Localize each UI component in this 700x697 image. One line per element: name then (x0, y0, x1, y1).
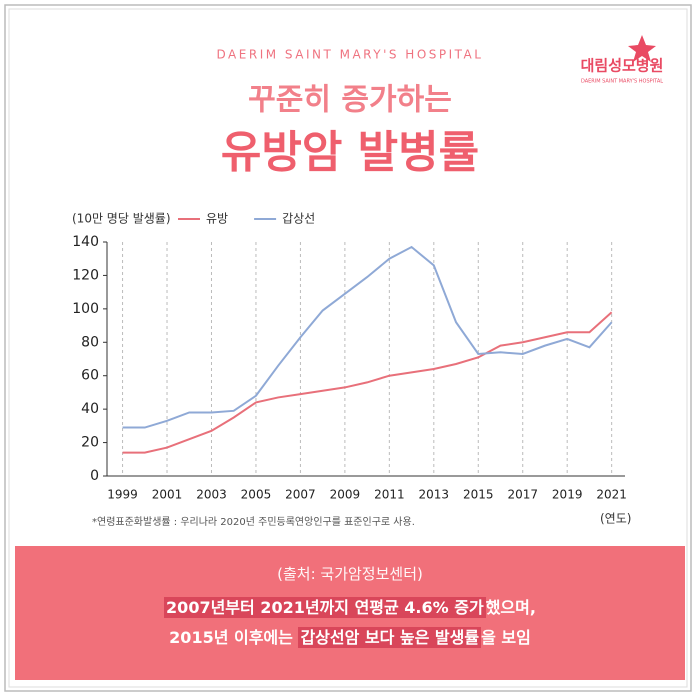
x-tick-label: 2007 (285, 488, 316, 502)
text: 했으며, (485, 598, 536, 617)
x-tick-label: 2019 (552, 488, 583, 502)
logo-star (628, 35, 656, 62)
y-tick-label: 40 (81, 401, 99, 417)
y-tick-label: 140 (72, 234, 99, 250)
summary-line: 2007년부터 2021년까지 연평균 4.6% 증가 했으며, (15, 594, 685, 618)
frame-inner (8, 8, 688, 688)
title-line2: 유방암 발병률 (221, 127, 479, 178)
x-axis-label: (연도) (600, 512, 631, 526)
note: *연령표준화발생률 : 우리나라 2020년 주민등록연앙인구를 표준인구로 사… (92, 516, 415, 528)
x-tick-label: 2001 (152, 488, 183, 502)
logo-sub: DAERIM SAINT MARY'S HOSPITAL (581, 79, 663, 85)
x-tick-label: 1999 (107, 488, 138, 502)
y-tick-label: 60 (81, 368, 99, 384)
series-line (122, 245, 613, 429)
y-tick-label: 80 (81, 334, 99, 350)
source: (출처: 국가암정보센터) (277, 565, 423, 583)
series-line (122, 311, 613, 454)
x-tick-label: 2015 (463, 488, 494, 502)
x-tick-label: 2011 (374, 488, 405, 502)
y-tick-label: 120 (72, 267, 99, 283)
hospital-name: DAERIM SAINT MARY'S HOSPITAL (217, 48, 484, 62)
y-tick-label: 100 (72, 301, 99, 317)
legend-label: 유방 (206, 212, 228, 226)
x-tick-label: 2017 (507, 488, 538, 502)
x-tick-label: 2013 (419, 488, 450, 502)
title-line1: 꾸준히 증가하는 (248, 83, 452, 118)
y-tick-label: 20 (81, 435, 99, 451)
text: 2015년 이후에는 (169, 628, 299, 647)
footer: (출처: 국가암정보센터) 2007년부터 2021년까지 연평균 4.6% 증… (15, 546, 685, 680)
summary-line: 2015년 이후에는 갑상선암 보다 높은 발생률 을 보임 (15, 624, 685, 648)
logo: 대림성모병원 (581, 57, 664, 75)
y-tick-label: 0 (90, 468, 99, 484)
text: 을 보임 (481, 628, 531, 647)
x-tick-label: 2005 (241, 488, 272, 502)
x-tick-label: 2003 (196, 488, 227, 502)
highlight: 2007년부터 2021년까지 연평균 4.6% 증가 (164, 597, 486, 618)
x-tick-label: 2009 (330, 488, 361, 502)
highlight: 갑상선암 보다 높은 발생률 (298, 627, 482, 648)
x-tick-label: 2021 (596, 488, 627, 502)
legend-label: 갑상선 (282, 212, 315, 226)
y-axis-label: (10만 명당 발생률) (72, 212, 171, 226)
